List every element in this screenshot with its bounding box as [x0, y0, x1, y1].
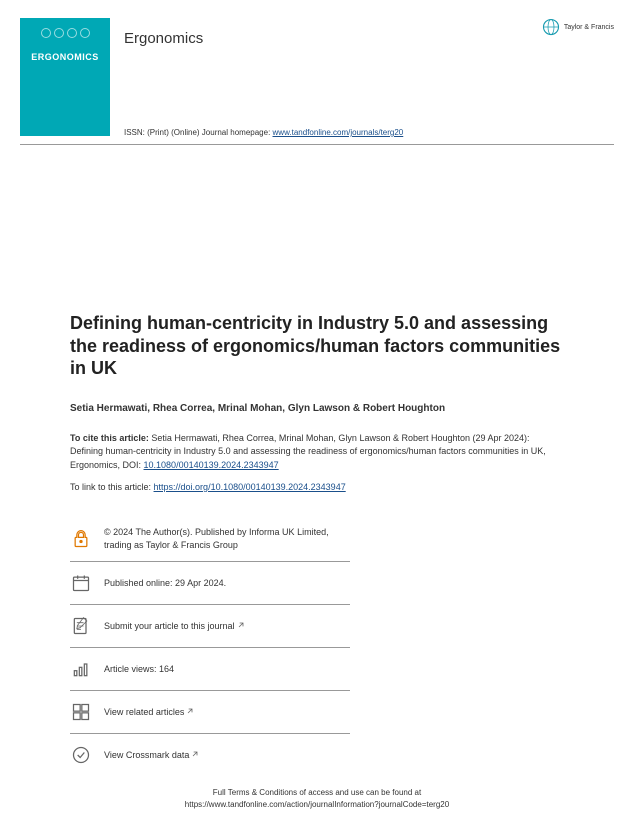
citation-doi-link[interactable]: 10.1080/00140139.2024.2343947	[144, 460, 279, 470]
journal-homepage-link[interactable]: www.tandfonline.com/journals/terg20	[273, 128, 404, 137]
external-link-icon	[186, 707, 194, 715]
journal-title: Ergonomics	[124, 30, 203, 47]
meta-text: Article views: 164	[104, 663, 174, 676]
calendar-icon	[70, 572, 92, 594]
related-icon	[70, 701, 92, 723]
publisher-name: Taylor & Francis	[564, 24, 614, 31]
metadata-list: © 2024 The Author(s). Published by Infor…	[70, 516, 350, 776]
citation-block: To cite this article: Setia Hermawati, R…	[70, 432, 564, 473]
crossmark-icon	[70, 744, 92, 766]
open-access-icon	[70, 528, 92, 550]
meta-text: View related articles	[104, 706, 194, 719]
link-prefix: To link to this article:	[70, 482, 154, 492]
issn-prefix: ISSN: (Print) (Online) Journal homepage:	[124, 128, 273, 137]
meta-text: Submit your article to this journal	[104, 620, 245, 633]
meta-article-views: Article views: 164	[70, 648, 350, 691]
external-link-icon	[191, 750, 199, 758]
header-divider	[20, 144, 614, 145]
citation-lead: To cite this article:	[70, 433, 149, 443]
publisher-logo: Taylor & Francis	[542, 18, 614, 36]
footer-line2: https://www.tandfonline.com/action/journ…	[0, 799, 634, 811]
issn-line: ISSN: (Print) (Online) Journal homepage:…	[124, 128, 403, 137]
meta-related-articles[interactable]: View related articles	[70, 691, 350, 734]
tf-globe-icon	[542, 18, 560, 36]
meta-crossmark[interactable]: View Crossmark data	[70, 734, 350, 776]
link-line: To link to this article: https://doi.org…	[70, 482, 564, 492]
views-icon	[70, 658, 92, 680]
article-title: Defining human-centricity in Industry 5.…	[70, 312, 564, 380]
meta-text: © 2024 The Author(s). Published by Infor…	[104, 526, 350, 551]
footer: Full Terms & Conditions of access and us…	[0, 787, 634, 811]
meta-text: View Crossmark data	[104, 749, 199, 762]
journal-cover: ERGONOMICS	[20, 18, 110, 136]
external-link-icon	[237, 621, 245, 629]
article-authors: Setia Hermawati, Rhea Correa, Mrinal Moh…	[70, 402, 564, 416]
cover-title: ERGONOMICS	[31, 52, 99, 62]
article-link[interactable]: https://doi.org/10.1080/00140139.2024.23…	[154, 482, 346, 492]
footer-line1: Full Terms & Conditions of access and us…	[0, 787, 634, 799]
meta-published-date: Published online: 29 Apr 2024.	[70, 562, 350, 605]
meta-text: Published online: 29 Apr 2024.	[104, 577, 226, 590]
meta-submit-article[interactable]: Submit your article to this journal	[70, 605, 350, 648]
submit-icon	[70, 615, 92, 637]
meta-open-access: © 2024 The Author(s). Published by Infor…	[70, 516, 350, 562]
